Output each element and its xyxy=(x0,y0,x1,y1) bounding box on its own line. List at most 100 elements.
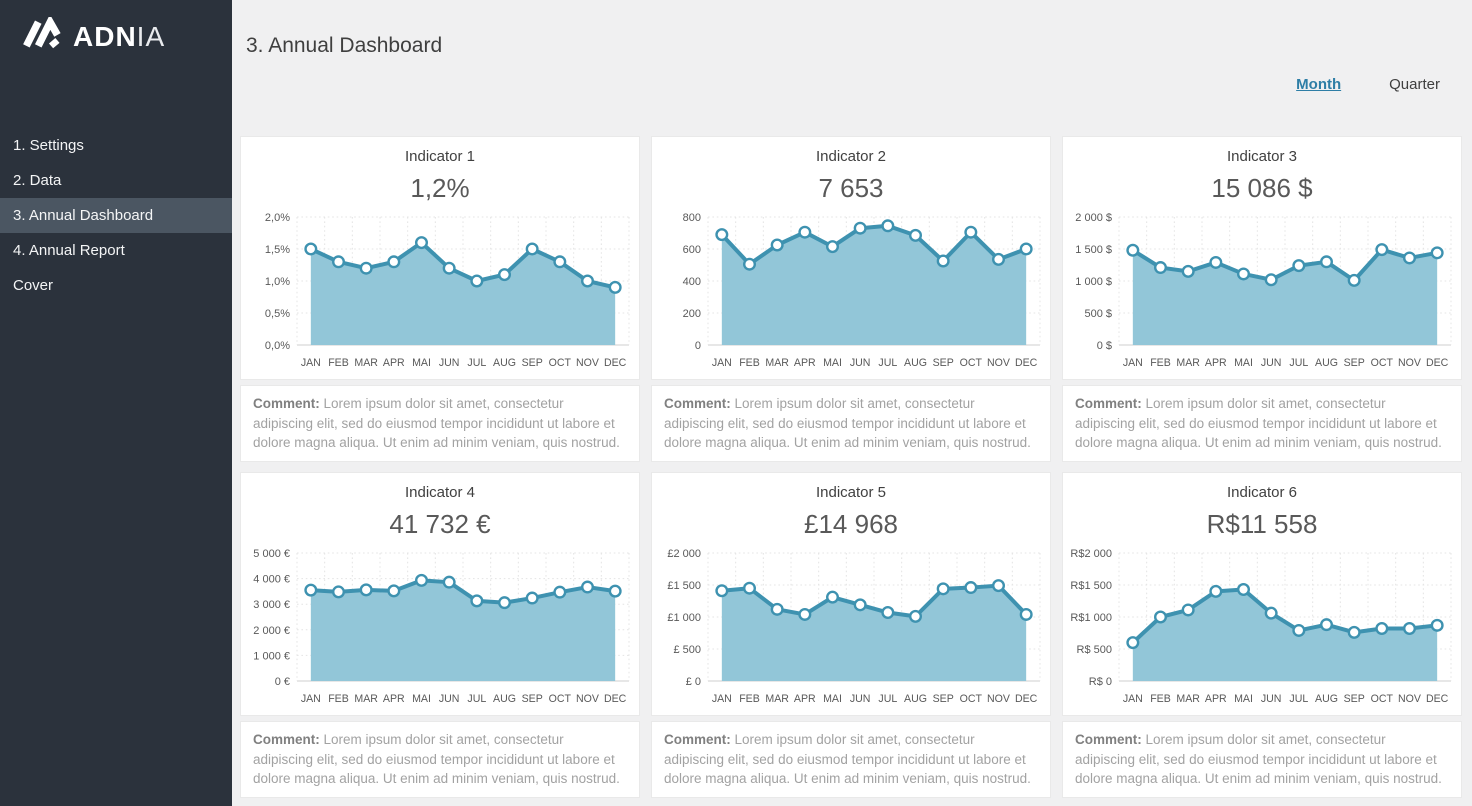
svg-text:400: 400 xyxy=(683,276,701,288)
svg-text:MAI: MAI xyxy=(823,693,842,705)
view-toggle: Month Quarter xyxy=(1296,76,1440,93)
svg-text:MAR: MAR xyxy=(765,693,789,705)
sidebar-item-1-settings[interactable]: 1. Settings xyxy=(13,137,84,154)
adnia-logo: ADNIA xyxy=(0,0,232,56)
indicator-value: 41 732 € xyxy=(389,509,491,539)
svg-text:JUN: JUN xyxy=(850,357,871,369)
comment-label: Comment: xyxy=(253,396,320,411)
svg-text:1,5%: 1,5% xyxy=(265,244,290,256)
svg-text:JUL: JUL xyxy=(1289,693,1308,705)
svg-text:0,5%: 0,5% xyxy=(265,308,290,320)
svg-text:SEP: SEP xyxy=(933,357,954,369)
comment-text: Lorem ipsum dolor sit amet, consectetur … xyxy=(253,396,620,450)
main-content: 3. Annual Dashboard Month Quarter Indica… xyxy=(232,0,1472,806)
comment-card: Comment: Lorem ipsum dolor sit amet, con… xyxy=(1062,385,1462,462)
svg-text:JUN: JUN xyxy=(1261,357,1282,369)
svg-text:JUN: JUN xyxy=(850,693,871,705)
comment-card: Comment: Lorem ipsum dolor sit amet, con… xyxy=(651,385,1051,462)
svg-text:MAR: MAR xyxy=(765,357,789,369)
svg-text:AUG: AUG xyxy=(904,693,927,705)
svg-text:JAN: JAN xyxy=(1123,357,1143,369)
svg-text:200: 200 xyxy=(683,308,701,320)
svg-text:APR: APR xyxy=(383,693,405,705)
indicator-title: Indicator 6 xyxy=(1226,484,1298,501)
svg-text:JUN: JUN xyxy=(1261,693,1282,705)
comment-card: Comment: Lorem ipsum dolor sit amet, con… xyxy=(1062,721,1462,798)
indicator-title: Indicator 1 xyxy=(404,148,476,165)
comment-label: Comment: xyxy=(664,396,731,411)
comment-text: Lorem ipsum dolor sit amet, consectetur … xyxy=(664,732,1031,786)
svg-text:FEB: FEB xyxy=(328,357,349,369)
svg-text:DEC: DEC xyxy=(1426,693,1449,705)
svg-text:MAR: MAR xyxy=(1176,357,1200,369)
svg-text:5 000 €: 5 000 € xyxy=(253,548,290,560)
quarter-link[interactable]: Quarter xyxy=(1389,76,1440,93)
svg-text:NOV: NOV xyxy=(1398,693,1422,705)
adnia-logo-icon xyxy=(20,14,62,56)
comment-card: Comment: Lorem ipsum dolor sit amet, con… xyxy=(240,385,640,462)
svg-text:600: 600 xyxy=(683,244,701,256)
adnia-logo-text: ADNIA xyxy=(73,20,166,52)
svg-text:AUG: AUG xyxy=(1315,357,1338,369)
indicator-card-group: Indicator 3 15 086 $ 0 $ 500 $ 1 000 $ 1 50… xyxy=(1062,136,1462,462)
indicator-title: Indicator 5 xyxy=(815,484,887,501)
indicator-value: 15 086 $ xyxy=(1211,173,1313,203)
svg-text:NOV: NOV xyxy=(987,357,1011,369)
sidebar-item-cover[interactable]: Cover xyxy=(13,277,54,294)
svg-text:£1 000: £1 000 xyxy=(667,612,701,624)
svg-text:£ 0: £ 0 xyxy=(686,676,701,688)
indicator-area-chart: £ 0 £ 500 £1 000 £1 500 £2 000 JAN FEB MAR APR MA… xyxy=(667,548,1041,705)
svg-text:APR: APR xyxy=(794,693,816,705)
svg-text:OCT: OCT xyxy=(1371,693,1394,705)
svg-text:MAI: MAI xyxy=(1234,357,1253,369)
comment-text: Lorem ipsum dolor sit amet, consectetur … xyxy=(664,396,1031,450)
svg-text:MAI: MAI xyxy=(1234,693,1253,705)
indicator-card-indicator-5: Indicator 5 £14 968 £ 0 £ 500 £1 000 £1 500… xyxy=(651,472,1051,716)
svg-text:1 500 $: 1 500 $ xyxy=(1075,244,1112,256)
svg-text:FEB: FEB xyxy=(328,693,349,705)
svg-text:1,0%: 1,0% xyxy=(265,276,290,288)
sidebar: ADNIA 1. Settings 2. Data 3. Annual Dashbo… xyxy=(0,0,232,806)
svg-text:0 $: 0 $ xyxy=(1097,340,1112,352)
cards-grid: Indicator 1 1,2% 0,0% 0,5% 1,0% 1,5% 2,0% JAN… xyxy=(240,136,1462,798)
svg-text:AUG: AUG xyxy=(904,357,927,369)
indicator-card-indicator-1: Indicator 1 1,2% 0,0% 0,5% 1,0% 1,5% 2,0% JAN… xyxy=(240,136,640,380)
svg-text:APR: APR xyxy=(794,357,816,369)
indicator-area-chart: R$ 0 R$ 500 R$1 000 R$1 500 R$2 000 JAN FEB MAR… xyxy=(1070,548,1452,705)
indicator-title: Indicator 4 xyxy=(404,484,476,501)
svg-text:AUG: AUG xyxy=(1315,693,1338,705)
svg-text:JUL: JUL xyxy=(1289,357,1308,369)
sidebar-item-3-annual-dashboard[interactable]: 3. Annual Dashboard xyxy=(0,198,232,233)
svg-text:APR: APR xyxy=(1205,693,1227,705)
indicator-area-chart: 0,0% 0,5% 1,0% 1,5% 2,0% JAN FEB MAR APR MAI JUN JU… xyxy=(265,212,630,369)
svg-text:MAR: MAR xyxy=(354,357,378,369)
svg-text:SEP: SEP xyxy=(522,693,543,705)
sidebar-item-4-annual-report[interactable]: 4. Annual Report xyxy=(13,242,125,259)
indicator-value: R$11 558 xyxy=(1206,509,1318,539)
svg-text:APR: APR xyxy=(383,357,405,369)
indicator-card-group: Indicator 4 41 732 € 0 € 1 000 € 2 000 € 3 … xyxy=(240,472,640,798)
svg-text:AUG: AUG xyxy=(493,693,516,705)
svg-text:FEB: FEB xyxy=(1150,357,1171,369)
page-title: 3. Annual Dashboard xyxy=(246,34,443,57)
comment-text: Lorem ipsum dolor sit amet, consectetur … xyxy=(1075,396,1442,450)
svg-text:800: 800 xyxy=(683,212,701,224)
svg-text:JUL: JUL xyxy=(878,357,897,369)
svg-text:2,0%: 2,0% xyxy=(265,212,290,224)
svg-text:JAN: JAN xyxy=(301,693,321,705)
indicator-card-group: Indicator 1 1,2% 0,0% 0,5% 1,0% 1,5% 2,0% JAN… xyxy=(240,136,640,462)
svg-text:SEP: SEP xyxy=(933,693,954,705)
svg-text:0 €: 0 € xyxy=(275,676,290,688)
month-link[interactable]: Month xyxy=(1296,76,1342,93)
svg-text:FEB: FEB xyxy=(739,357,760,369)
indicator-card-indicator-4: Indicator 4 41 732 € 0 € 1 000 € 2 000 € 3 … xyxy=(240,472,640,716)
indicator-card-group: Indicator 2 7 653 0 200 400 600 800 JAN FEB MAR… xyxy=(651,136,1051,462)
svg-text:OCT: OCT xyxy=(960,693,983,705)
svg-text:JUL: JUL xyxy=(467,693,486,705)
indicator-card-group: Indicator 6 R$11 558 R$ 0 R$ 500 R$1 000 R$… xyxy=(1062,472,1462,798)
sidebar-item-2-data[interactable]: 2. Data xyxy=(13,172,62,189)
svg-text:1 000 €: 1 000 € xyxy=(253,650,290,662)
svg-text:JAN: JAN xyxy=(301,357,321,369)
svg-text:JAN: JAN xyxy=(712,357,732,369)
indicator-area-chart: 0 € 1 000 € 2 000 € 3 000 € 4 000 € 5 000 € JA… xyxy=(253,548,630,705)
